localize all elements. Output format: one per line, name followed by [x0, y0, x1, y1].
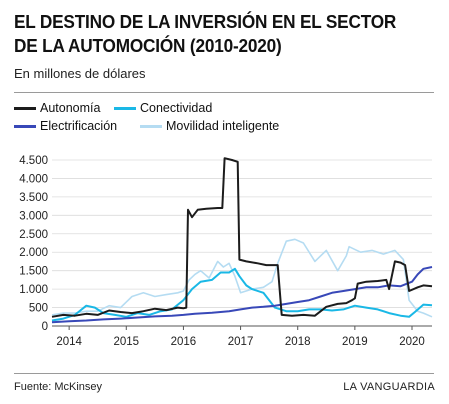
- x-tick-label: 2014: [56, 336, 82, 348]
- x-tick-label: 2017: [228, 336, 254, 348]
- legend-item-electrificacion: Electrificación: [14, 119, 117, 133]
- legend-swatch-electrificacion: [14, 124, 36, 128]
- chart-title-line1: EL DESTINO DE LA INVERSIÓN EN EL SECTOR: [14, 11, 397, 32]
- y-tick-label: 1.500: [19, 266, 48, 278]
- chart-title: EL DESTINO DE LA INVERSIÓN EN EL SECTOR …: [14, 10, 409, 58]
- y-tick-label: 4.000: [19, 173, 48, 185]
- legend-label-movilidad: Movilidad inteligente: [166, 119, 280, 133]
- legend-swatch-autonomia: [14, 106, 36, 110]
- header-divider: [14, 92, 434, 93]
- x-tick-label: 2016: [171, 336, 197, 348]
- y-tick-label: 2.500: [19, 229, 48, 241]
- chart-subtitle: En millones de dólares: [14, 66, 146, 81]
- series-line-conectividad: [51, 267, 433, 322]
- y-tick-label: 4.500: [19, 155, 48, 167]
- legend-swatch-conectividad: [114, 106, 136, 110]
- legend-label-electrificacion: Electrificación: [40, 119, 118, 133]
- legend-item-conectividad: Conectividad: [114, 101, 212, 115]
- y-tick-label: 1.000: [19, 284, 48, 296]
- x-tick-label: 2018: [285, 336, 311, 348]
- source-note: Fuente: McKinsey: [14, 381, 103, 393]
- y-tick-label: 0: [42, 321, 48, 333]
- chart-title-line2: DE LA AUTOMOCIÓN (2010-2020): [14, 35, 282, 56]
- legend-item-movilidad: Movilidad inteligente: [140, 119, 279, 133]
- legend-label-conectividad: Conectividad: [140, 101, 213, 115]
- x-tick-label: 2019: [342, 336, 368, 348]
- brand-logo-text: LA VANGUARDIA: [343, 381, 435, 393]
- y-tick-label: 3.000: [19, 210, 48, 222]
- y-tick-label: 2.000: [19, 247, 48, 259]
- y-tick-label: 500: [29, 303, 48, 315]
- series-line-movilidad: [51, 238, 433, 318]
- legend-label-autonomia: Autonomía: [40, 101, 101, 115]
- series-line-autonomia: [51, 157, 433, 318]
- x-tick-label: 2020: [399, 336, 425, 348]
- y-tick-label: 3.500: [19, 192, 48, 204]
- legend-swatch-movilidad: [140, 124, 162, 128]
- footer-divider: [14, 373, 434, 374]
- x-tick-label: 2015: [113, 336, 139, 348]
- legend-item-autonomia: Autonomía: [14, 101, 100, 115]
